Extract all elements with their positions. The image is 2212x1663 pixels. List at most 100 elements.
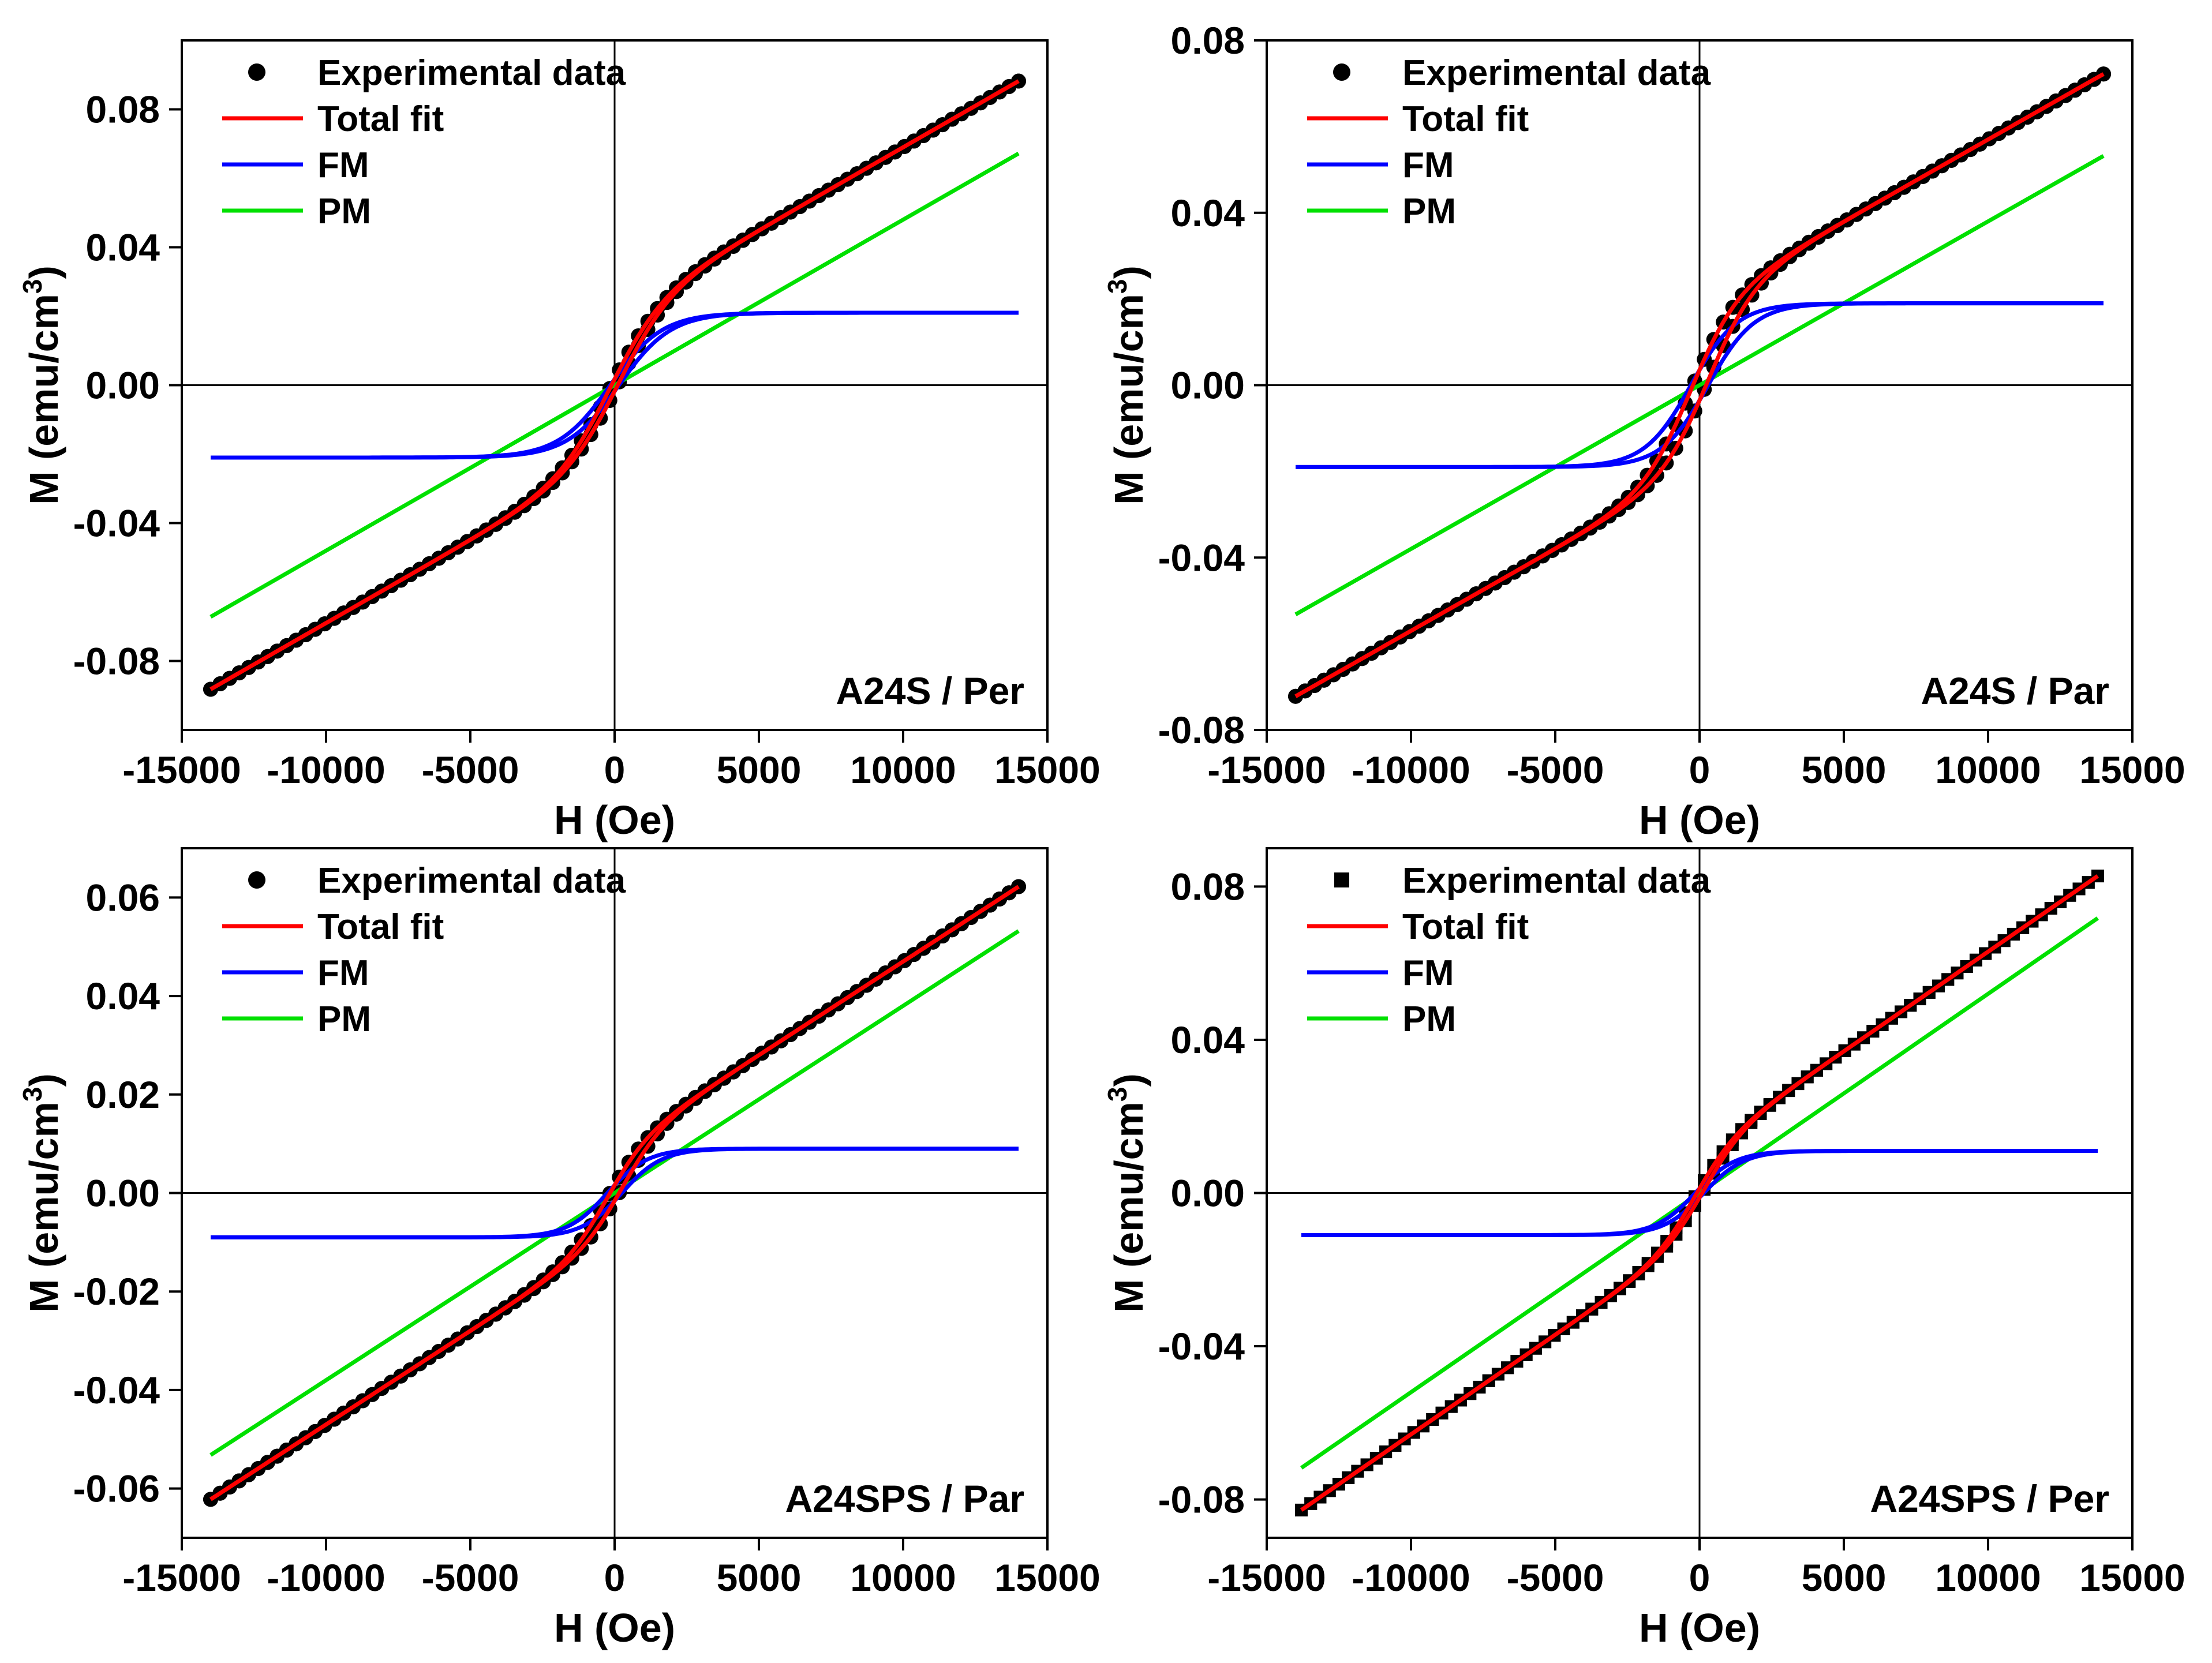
x-tick-label: 15000 bbox=[994, 1556, 1101, 1599]
y-tick-label: 0.08 bbox=[1171, 865, 1245, 908]
x-tick-label: 0 bbox=[1689, 1556, 1711, 1599]
x-axis-title: H (Oe) bbox=[554, 1605, 675, 1650]
y-axis-title-end: ) bbox=[1106, 265, 1151, 279]
x-tick-label: 15000 bbox=[2079, 1556, 2185, 1599]
x-tick-label: 5000 bbox=[1802, 1556, 1887, 1599]
sample-label: A24S / Per bbox=[836, 669, 1024, 712]
y-tick-label: -0.04 bbox=[1158, 536, 1245, 579]
legend-label: PM bbox=[317, 192, 371, 231]
legend-label: FM bbox=[1402, 953, 1454, 993]
x-tick-label: -5000 bbox=[422, 748, 519, 791]
y-axis-title-main: M (emu/cm bbox=[21, 294, 66, 505]
pm-series-line bbox=[209, 929, 1020, 1457]
y-tick-label: -0.04 bbox=[73, 1369, 160, 1411]
y-tick-label: -0.06 bbox=[73, 1467, 160, 1510]
y-tick-label: 0.02 bbox=[86, 1073, 160, 1116]
chart-panel-top-left: -15000 -10000 -5000 0 5000 10000 15000 -0.08 -0.… bbox=[17, 39, 1101, 842]
y-tick-label: 0.04 bbox=[1171, 1018, 1245, 1061]
legend-label: Experimental data bbox=[317, 53, 626, 93]
y-axis-title-main: M (emu/cm bbox=[1106, 294, 1151, 505]
x-tick-label: 5000 bbox=[717, 1556, 802, 1599]
legend: Experimental data Total fit FM PM bbox=[222, 53, 626, 231]
legend-label: FM bbox=[317, 145, 369, 185]
pm-series-line bbox=[1300, 916, 2099, 1470]
x-tick-label: 5000 bbox=[717, 748, 802, 791]
legend-label: Total fit bbox=[1402, 907, 1529, 947]
y-axis-title-main: M (emu/cm bbox=[21, 1102, 66, 1313]
sample-label: A24SPS / Par bbox=[785, 1477, 1024, 1520]
y-axis-title-superscript: 3 bbox=[1102, 279, 1132, 294]
legend-label: Total fit bbox=[317, 99, 444, 139]
total-fit-lower-branch bbox=[209, 885, 1020, 1501]
legend-label: PM bbox=[317, 999, 371, 1039]
y-tick-label: 0.04 bbox=[86, 226, 160, 269]
chart-panel-top-right: -15000 -10000 -5000 0 5000 10000 15000 -0.08 -0.… bbox=[1102, 19, 2185, 842]
y-tick-label: -0.04 bbox=[73, 502, 160, 545]
legend-marker-experimental bbox=[1333, 63, 1350, 81]
x-tick-label: 15000 bbox=[2079, 748, 2185, 791]
y-tick-label: -0.02 bbox=[73, 1270, 160, 1313]
legend-label: PM bbox=[1402, 192, 1456, 231]
y-axis-title: M (emu/cm3) bbox=[1102, 1073, 1151, 1313]
x-axis-title: H (Oe) bbox=[1639, 1605, 1760, 1650]
y-tick-label: -0.04 bbox=[1158, 1325, 1245, 1368]
legend-label: Total fit bbox=[317, 907, 444, 947]
x-tick-label: -15000 bbox=[122, 748, 241, 791]
y-tick-label: -0.08 bbox=[73, 640, 160, 683]
y-axis-title: M (emu/cm3) bbox=[1102, 265, 1151, 505]
y-axis-title-superscript: 3 bbox=[17, 1087, 47, 1102]
x-tick-label: -5000 bbox=[1507, 1556, 1604, 1599]
x-tick-label: -10000 bbox=[1352, 748, 1470, 791]
x-tick-label: 10000 bbox=[850, 748, 956, 791]
y-axis-title-end: ) bbox=[21, 265, 66, 279]
legend-label: Experimental data bbox=[317, 861, 626, 901]
x-tick-label: -15000 bbox=[1207, 748, 1326, 791]
x-tick-label: 5000 bbox=[1802, 748, 1887, 791]
y-axis-title: M (emu/cm3) bbox=[17, 1073, 66, 1313]
y-axis-title-main: M (emu/cm bbox=[1106, 1102, 1151, 1313]
y-axis-title-superscript: 3 bbox=[17, 279, 47, 294]
legend-marker-experimental bbox=[248, 871, 265, 889]
y-axis-title-superscript: 3 bbox=[1102, 1087, 1132, 1102]
x-tick-label: -15000 bbox=[1207, 1556, 1326, 1599]
pm-series-line bbox=[209, 151, 1020, 619]
y-tick-label: 0.08 bbox=[1171, 19, 1245, 62]
y-tick-label: 0.00 bbox=[86, 1172, 160, 1215]
y-axis-title: M (emu/cm3) bbox=[17, 265, 66, 505]
total-fit-lower-branch bbox=[1300, 874, 2099, 1512]
x-axis-title: H (Oe) bbox=[554, 797, 675, 842]
legend-marker-experimental bbox=[1334, 872, 1349, 887]
x-tick-label: -5000 bbox=[1507, 748, 1604, 791]
total-fit-lower-branch bbox=[209, 79, 1020, 691]
y-axis-title-end: ) bbox=[1106, 1073, 1151, 1087]
legend-label: PM bbox=[1402, 999, 1456, 1039]
y-tick-label: 0.00 bbox=[1171, 1172, 1245, 1215]
legend: Experimental data Total fit FM PM bbox=[1307, 53, 1711, 231]
legend-label: Experimental data bbox=[1402, 53, 1711, 93]
x-tick-label: 10000 bbox=[850, 1556, 956, 1599]
x-tick-label: 10000 bbox=[1935, 748, 2041, 791]
pm-series-line bbox=[1294, 154, 2105, 616]
x-tick-label: 10000 bbox=[1935, 1556, 2041, 1599]
x-tick-label: -10000 bbox=[267, 748, 385, 791]
x-tick-label: 0 bbox=[604, 748, 626, 791]
x-tick-label: 15000 bbox=[994, 748, 1101, 791]
chart-panel-bottom-left: -15000 -10000 -5000 0 5000 10000 15000 -0.06 -0.… bbox=[17, 847, 1101, 1650]
legend: Experimental data Total fit FM PM bbox=[1307, 861, 1711, 1039]
legend: Experimental data Total fit FM PM bbox=[222, 861, 626, 1039]
chart-panel-bottom-right: -15000 -10000 -5000 0 5000 10000 15000 -0.08 -0.… bbox=[1102, 847, 2185, 1650]
y-tick-label: 0.04 bbox=[86, 975, 160, 1017]
legend-label: FM bbox=[317, 953, 369, 993]
legend-label: Experimental data bbox=[1402, 861, 1711, 901]
x-tick-label: -5000 bbox=[422, 1556, 519, 1599]
y-tick-label: 0.06 bbox=[86, 876, 160, 919]
legend-label: FM bbox=[1402, 145, 1454, 185]
y-tick-label: -0.08 bbox=[1158, 1478, 1245, 1521]
y-tick-label: 0.04 bbox=[1171, 192, 1245, 234]
y-tick-label: 0.08 bbox=[86, 88, 160, 131]
y-tick-label: -0.08 bbox=[1158, 709, 1245, 751]
x-tick-label: -10000 bbox=[267, 1556, 385, 1599]
y-tick-label: 0.00 bbox=[86, 364, 160, 407]
total-fit-lower-branch bbox=[1294, 72, 2105, 698]
